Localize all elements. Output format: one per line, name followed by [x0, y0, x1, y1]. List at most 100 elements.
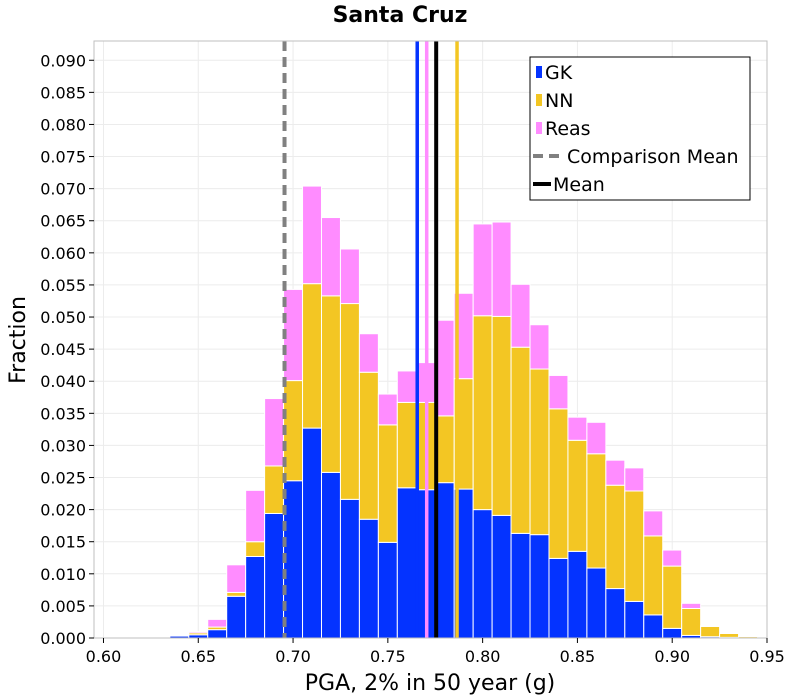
y-tick-label: 0.005	[40, 597, 86, 616]
bar-reas	[358, 333, 379, 373]
bar-gk	[510, 532, 531, 639]
bar-reas	[188, 631, 209, 634]
bar-nn	[472, 315, 493, 511]
x-tick-label: 0.60	[86, 647, 122, 666]
bar-reas	[396, 370, 417, 403]
bar-reas	[548, 374, 569, 410]
y-tick-label: 0.045	[40, 340, 86, 359]
bar-gk	[339, 498, 360, 639]
bar-reas	[681, 602, 702, 609]
bar-nn	[320, 295, 341, 473]
bar-reas	[377, 393, 398, 426]
y-tick-label: 0.085	[40, 83, 86, 102]
bar-nn	[529, 368, 550, 536]
bar-nn	[226, 591, 247, 597]
bar-nn	[681, 607, 702, 636]
bar-gk	[548, 557, 569, 639]
bar-gk	[529, 534, 550, 639]
bar-nn	[245, 541, 266, 557]
bar-reas	[700, 625, 721, 627]
bar-nn	[548, 408, 569, 559]
bar-reas	[624, 467, 645, 492]
y-tick-label: 0.080	[40, 115, 86, 134]
bar-nn	[643, 535, 664, 616]
bar-reas	[567, 416, 588, 441]
y-tick-label: 0.060	[40, 244, 86, 263]
y-tick-label: 0.035	[40, 404, 86, 423]
bar-reas	[320, 217, 341, 297]
x-axis-ticks: 0.60 0.65 0.70 0.75 0.80 0.85 0.90 0.95	[86, 638, 785, 666]
legend-label: NN	[545, 90, 573, 112]
bar-gk	[320, 471, 341, 639]
bar-reas	[245, 489, 266, 543]
bar-nn	[662, 565, 683, 629]
bar-reas	[226, 564, 247, 593]
legend-swatch-nn	[536, 94, 542, 106]
bar-gk	[586, 567, 607, 639]
y-tick-label: 0.030	[40, 436, 86, 455]
bar-reas	[529, 324, 550, 370]
legend-label: Reas	[545, 118, 591, 140]
bar-gk	[662, 627, 683, 639]
x-tick-label: 0.75	[370, 647, 406, 666]
bar-nn	[567, 439, 588, 552]
y-tick-label: 0.075	[40, 148, 86, 167]
bar-nn	[624, 490, 645, 602]
x-tick-label: 0.80	[465, 647, 501, 666]
bar-nn	[264, 465, 285, 514]
bar-gk	[377, 541, 398, 639]
bar-gk	[358, 518, 379, 639]
bar-reas	[605, 459, 626, 486]
bar-nn	[605, 484, 626, 590]
bar-gk	[207, 629, 228, 639]
y-tick-label: 0.050	[40, 308, 86, 327]
legend: GK NN Reas Comparison Mean Mean	[529, 56, 751, 201]
y-tick-label: 0.000	[40, 629, 86, 648]
bar-reas	[662, 549, 683, 567]
bar-reas	[339, 248, 360, 305]
y-tick-label: 0.070	[40, 180, 86, 199]
legend-label: GK	[545, 62, 573, 84]
bar-reas	[491, 221, 512, 317]
x-tick-label: 0.70	[275, 647, 311, 666]
x-tick-label: 0.90	[654, 647, 690, 666]
plot-frame	[93, 40, 768, 639]
y-tick-label: 0.015	[40, 533, 86, 552]
x-tick-label: 0.65	[180, 647, 216, 666]
y-tick-label: 0.010	[40, 565, 86, 584]
y-axis-label: Fraction	[6, 296, 31, 384]
bar-gk	[264, 512, 285, 639]
bar-gk	[567, 550, 588, 639]
legend-label: Mean	[553, 174, 605, 196]
bar-gk	[643, 614, 664, 639]
bar-reas	[264, 398, 285, 467]
y-tick-label: 0.090	[40, 51, 86, 70]
y-tick-label: 0.055	[40, 276, 86, 295]
legend-swatch-gk	[536, 66, 542, 78]
bar-gk	[472, 509, 493, 639]
bar-gk	[605, 588, 626, 639]
bar-gk	[302, 427, 322, 639]
bar-reas	[586, 421, 607, 455]
bar-nn	[377, 424, 398, 543]
bar-gk	[624, 600, 645, 639]
bars	[169, 185, 759, 639]
bar-gk	[245, 555, 266, 639]
legend-label: Comparison Mean	[567, 146, 739, 168]
bar-reas	[510, 283, 531, 348]
bar-gk	[396, 487, 417, 639]
x-axis-label: PGA, 2% in 50 year (g)	[305, 671, 556, 696]
y-axis-ticks: 0.000 0.005 0.010 0.015 0.020 0.025 0.030 0.035…	[40, 51, 94, 648]
bar-reas	[207, 618, 228, 628]
bar-nn	[719, 633, 740, 638]
bar-nn	[302, 283, 322, 429]
y-tick-label: 0.040	[40, 372, 86, 391]
bar-reas	[302, 185, 322, 285]
y-tick-label: 0.025	[40, 469, 86, 488]
x-tick-label: 0.85	[560, 647, 596, 666]
y-tick-label: 0.065	[40, 212, 86, 231]
bar-nn	[491, 315, 512, 516]
y-tick-label: 0.020	[40, 501, 86, 520]
bar-nn	[358, 371, 379, 520]
